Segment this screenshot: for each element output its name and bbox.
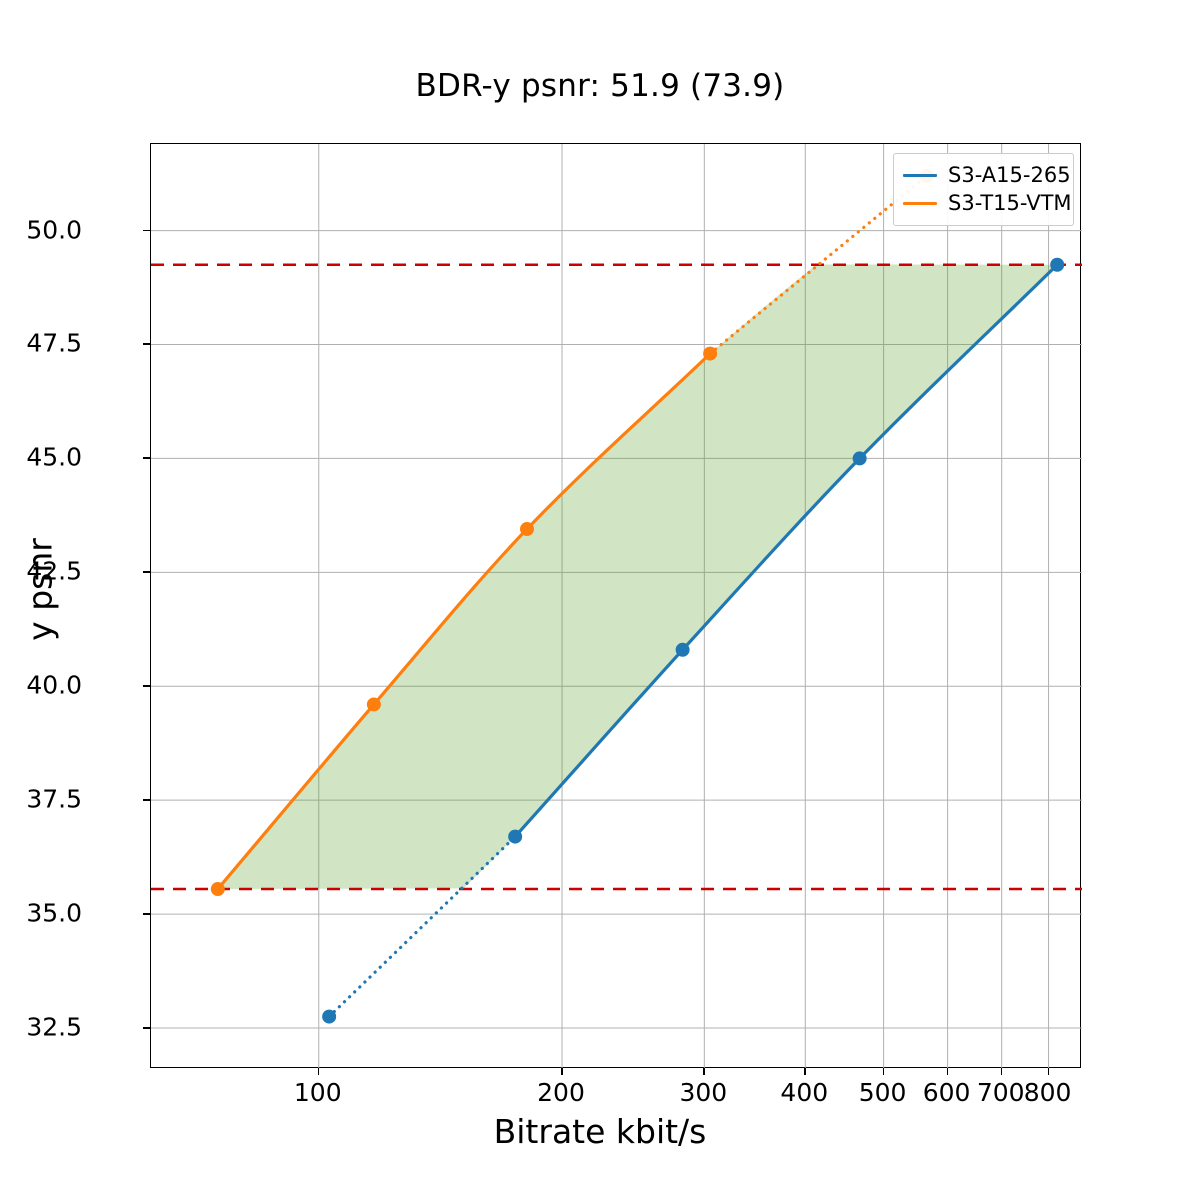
- y-tick-mark: [143, 571, 150, 573]
- y-tick-label: 37.5: [26, 784, 82, 814]
- x-axis-label: Bitrate kbit/s: [493, 1112, 707, 1151]
- series-lines: [216, 174, 1059, 1019]
- series-markers: [210, 168, 1065, 1024]
- x-tick-mark: [703, 1068, 705, 1075]
- y-tick-mark: [143, 457, 150, 459]
- y-tick-mark: [143, 1026, 150, 1029]
- x-tick-mark: [1000, 1068, 1003, 1075]
- y-tick-label: 42.5: [26, 556, 82, 586]
- legend-label: S3-T15-VTM: [948, 191, 1072, 215]
- chart-title: BDR-y psnr: 51.9 (73.9): [415, 68, 785, 104]
- x-tick-label: 100: [293, 1078, 342, 1107]
- x-tick-mark: [946, 1068, 949, 1075]
- x-tick-label: 600: [922, 1078, 971, 1107]
- x-tick-label: 800: [1023, 1078, 1072, 1107]
- x-tick-mark: [1047, 1068, 1050, 1075]
- legend: S3-A15-265 S3-T15-VTM: [893, 153, 1074, 226]
- plot-canvas: [151, 144, 1082, 1069]
- y-tick-mark: [143, 343, 150, 346]
- x-tick-label: 700: [976, 1078, 1025, 1107]
- y-tick-label: 35.0: [26, 898, 82, 928]
- y-tick-label: 50.0: [26, 215, 82, 245]
- legend-item[interactable]: S3-T15-VTM: [903, 189, 1072, 217]
- legend-item[interactable]: S3-A15-265: [903, 161, 1071, 189]
- y-tick-label: 47.5: [26, 328, 82, 358]
- x-tick-mark: [561, 1068, 563, 1075]
- x-tick-mark: [882, 1068, 885, 1075]
- legend-label: S3-A15-265: [948, 163, 1071, 187]
- reference-lines: [151, 263, 1082, 891]
- grid-lines: [151, 144, 1082, 1069]
- y-tick-mark: [143, 913, 150, 915]
- y-axis-label: y psnr: [20, 538, 60, 641]
- y-tick-mark: [143, 685, 150, 687]
- y-tick-label: 40.0: [26, 670, 82, 700]
- legend-swatch-icon: [903, 173, 937, 177]
- y-tick-mark: [143, 799, 150, 801]
- x-tick-mark: [804, 1068, 806, 1075]
- legend-swatch-icon: [903, 201, 937, 205]
- y-tick-label: 32.5: [26, 1012, 82, 1042]
- x-tick-label: 400: [780, 1078, 829, 1107]
- x-tick-label: 300: [679, 1078, 728, 1107]
- plot-area: [150, 143, 1082, 1069]
- shaded-bdrate-region: [217, 264, 1058, 890]
- x-tick-label: 500: [858, 1078, 907, 1107]
- x-tick-mark: [317, 1068, 320, 1075]
- y-tick-label: 45.0: [26, 442, 82, 472]
- x-tick-label: 200: [537, 1078, 585, 1107]
- y-tick-mark: [143, 229, 150, 232]
